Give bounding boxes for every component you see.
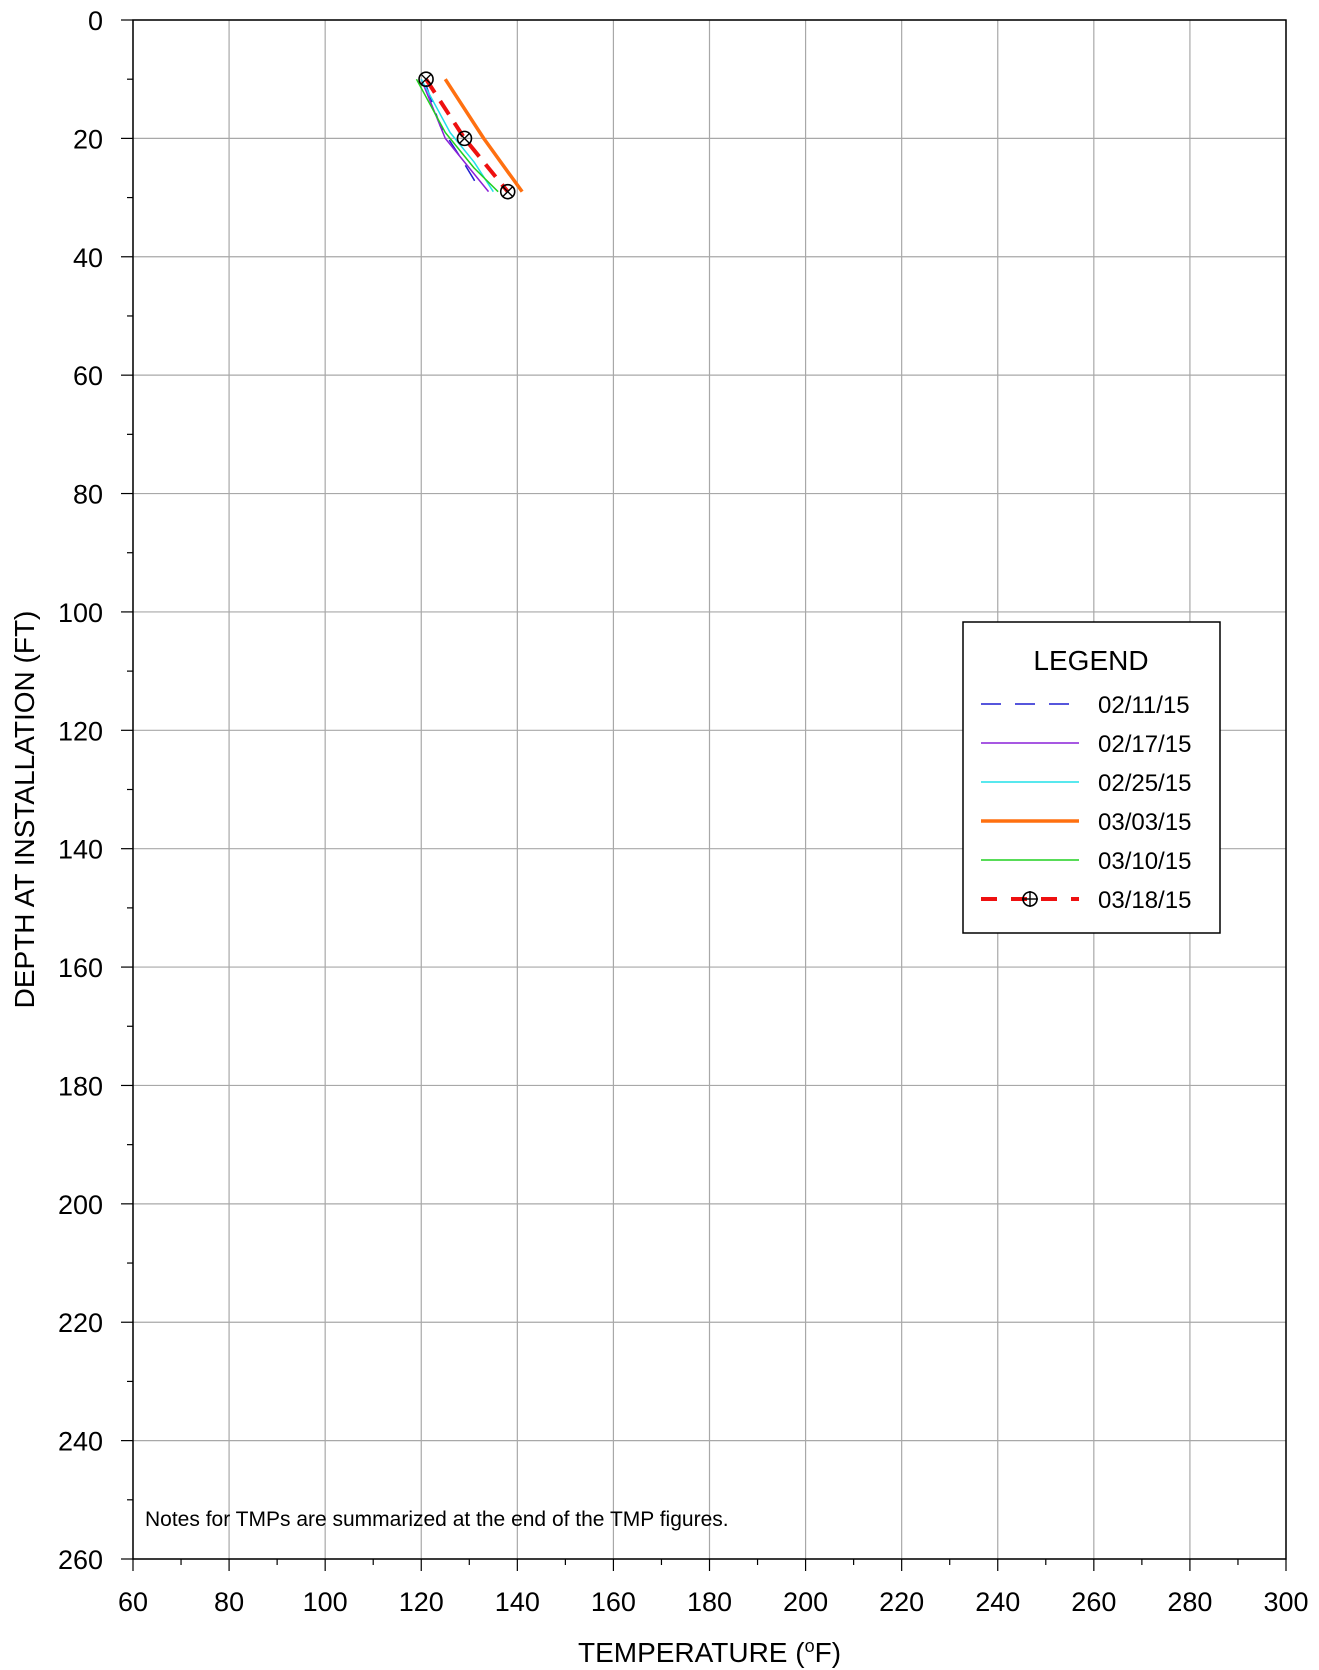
y-tick-label: 220 <box>58 1308 103 1338</box>
series-line-03-03-15 <box>443 78 524 193</box>
series-marker-03-18-15 <box>418 71 434 87</box>
y-tick-label: 200 <box>58 1190 103 1220</box>
x-tick-label: 240 <box>975 1587 1020 1617</box>
legend: LEGEND 02/11/1502/17/1502/25/1503/03/150… <box>962 621 1221 934</box>
y-tick-label: 180 <box>58 1071 103 1101</box>
x-tick-label: 60 <box>118 1587 148 1617</box>
legend-entry-03-10-15: 03/10/15 <box>981 848 1191 875</box>
x-tick-label: 280 <box>1167 1587 1212 1617</box>
x-tick-label: 220 <box>879 1587 924 1617</box>
legend-entries: 02/11/15 02/17/15 02/25/15 03/03/15 03/10/15… <box>981 692 1191 914</box>
plot-frame <box>132 19 1287 1560</box>
note-text: Notes for TMPs are summarized at the end… <box>145 1508 729 1531</box>
legend-marker <box>1022 891 1038 907</box>
x-tick-label: 180 <box>687 1587 732 1617</box>
legend-label: 03/03/15 <box>1098 809 1191 836</box>
legend-entry-03-18-15: 03/18/15 <box>981 887 1191 914</box>
legend-label: 02/25/15 <box>1098 770 1191 797</box>
y-tick-label: 20 <box>73 124 103 154</box>
y-tick-label: 0 <box>88 6 103 36</box>
x-axis-title: TEMPERATURE (oF) <box>578 1636 841 1668</box>
legend-box <box>962 621 1221 934</box>
x-tick-label: 260 <box>1071 1587 1116 1617</box>
y-tick-label: 60 <box>73 361 103 391</box>
x-tick-label: 160 <box>591 1587 636 1617</box>
y-tick-label: 140 <box>58 835 103 865</box>
series-line-03-10-15 <box>415 78 499 193</box>
x-tick-label: 300 <box>1263 1587 1308 1617</box>
y-tick-label: 100 <box>58 598 103 628</box>
y-tick-label: 260 <box>58 1545 103 1575</box>
legend-title: LEGEND <box>1033 645 1148 676</box>
y-tick-label: 120 <box>58 716 103 746</box>
x-tick-labels: 60 80 100 120 140 160 180 200 220 240 260 280 300 <box>118 1587 1309 1617</box>
x-axis-title-end: F) <box>815 1637 841 1668</box>
legend-entry-02-11-15: 02/11/15 <box>981 692 1190 719</box>
x-tick-label: 120 <box>399 1587 444 1617</box>
legend-label: 03/10/15 <box>1098 848 1191 875</box>
legend-label: 02/17/15 <box>1098 731 1191 758</box>
x-tick-label: 100 <box>303 1587 348 1617</box>
series-layer <box>415 71 524 200</box>
x-tick-label: 200 <box>783 1587 828 1617</box>
y-tick-label: 80 <box>73 480 103 510</box>
legend-label: 03/18/15 <box>1098 887 1191 914</box>
y-tick-label: 160 <box>58 953 103 983</box>
x-axis-title-main: TEMPERATURE ( <box>578 1637 805 1668</box>
y-tick-labels: 0 20 40 60 80 100 120 140 160 180 200 220 240 260 <box>58 6 103 1575</box>
legend-entry-02-17-15: 02/17/15 <box>981 731 1191 758</box>
legend-label: 02/11/15 <box>1098 692 1190 719</box>
x-axis-title-sup: o <box>805 1636 815 1656</box>
series-marker-03-18-15 <box>499 183 516 200</box>
x-tick-label: 140 <box>495 1587 540 1617</box>
y-tick-label: 240 <box>58 1427 103 1457</box>
legend-entry-02-25-15: 02/25/15 <box>981 770 1191 797</box>
y-axis-title: DEPTH AT INSTALLATION (FT) <box>9 611 40 1009</box>
x-tick-label: 80 <box>214 1587 244 1617</box>
y-tick-label: 40 <box>73 243 103 273</box>
legend-entry-03-03-15: 03/03/15 <box>981 809 1191 836</box>
series-line-03-18-15 <box>424 78 510 193</box>
series-marker-03-18-15 <box>456 130 473 147</box>
minor-ticks <box>121 19 1287 1571</box>
